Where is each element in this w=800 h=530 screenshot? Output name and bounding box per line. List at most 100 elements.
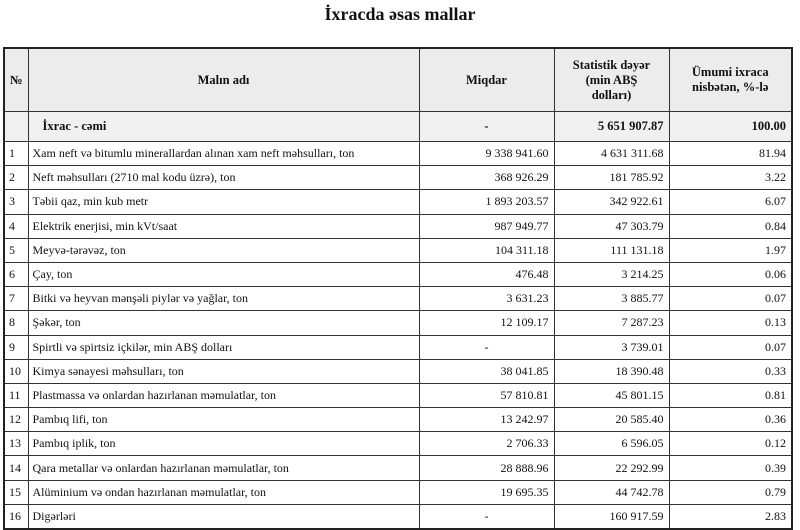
page-title: İxracda əsas mallar [324, 4, 476, 24]
table-row: 14 Qara metallar və onlardan hazırlanan m… [3, 455, 793, 481]
header-share: Ümumi ixraca nisbətən, %-lə [668, 47, 793, 112]
row-name: Pambıq iplik, ton [27, 431, 420, 457]
row-quantity: 13 242.97 [418, 407, 555, 433]
row-no: 14 [3, 455, 29, 481]
table-row: 8 Şəkər, ton 12 109.17 7 287.23 0.13 [3, 310, 793, 336]
row-no: 3 [3, 189, 29, 215]
row-name: Qara metallar və onlardan hazırlanan məm… [27, 455, 420, 481]
table-row: 15 Alüminium və ondan hazırlanan məmulatl… [3, 479, 793, 505]
header-name: Malın adı [27, 47, 420, 112]
row-name: Xam neft və bitumlu minerallardan alınan… [27, 140, 420, 167]
row-no: 6 [3, 261, 29, 288]
header-no: № [3, 47, 29, 112]
row-quantity: 368 926.29 [418, 165, 555, 191]
total-value: 5 651 907.87 [553, 111, 670, 142]
row-value: 111 131.18 [553, 237, 670, 263]
row-value: 6 596.05 [553, 431, 670, 457]
row-value: 181 785.92 [553, 165, 670, 191]
row-name: Spirtli və spirtsiz içkilər, min ABŞ dol… [27, 334, 420, 360]
row-quantity: 2 706.33 [418, 431, 555, 457]
export-table: № Malın adı Miqdar Statistik dəyər (min … [3, 47, 793, 530]
row-name: Meyvə-tərəvəz, ton [27, 237, 420, 263]
row-quantity: 57 810.81 [418, 382, 555, 409]
row-quantity: 19 695.35 [418, 479, 555, 505]
row-quantity: 476.48 [418, 261, 555, 288]
row-share: 0.84 [668, 213, 793, 239]
table-row: 4 Elektrik enerjisi, min kVt/saat 987 949.… [3, 213, 793, 239]
row-share: 0.81 [668, 382, 793, 409]
row-value: 22 292.99 [553, 455, 670, 481]
row-quantity: 38 041.85 [418, 358, 555, 384]
row-value: 20 585.40 [553, 407, 670, 433]
row-share: 2.83 [668, 503, 793, 530]
table-row: 1 Xam neft və bitumlu minerallardan alına… [3, 140, 793, 167]
table-row: 13 Pambıq iplik, ton 2 706.33 6 596.05 0.12 [3, 431, 793, 457]
row-value: 342 922.61 [553, 189, 670, 215]
row-value: 4 631 311.68 [553, 140, 670, 167]
header-value: Statistik dəyər (min ABŞ dolları) [553, 47, 670, 112]
row-value: 3 214.25 [553, 261, 670, 288]
row-no: 5 [3, 237, 29, 263]
row-name: Çay, ton [27, 261, 420, 288]
row-value: 7 287.23 [553, 310, 670, 336]
row-share: 81.94 [668, 140, 793, 167]
row-no: 9 [3, 334, 29, 360]
row-value: 47 303.79 [553, 213, 670, 239]
row-no: 10 [3, 358, 29, 384]
row-no: 8 [3, 310, 29, 336]
row-quantity: 28 888.96 [418, 455, 555, 481]
row-quantity: - [418, 503, 555, 530]
total-share: 100.00 [668, 111, 793, 142]
row-quantity: 104 311.18 [418, 237, 555, 263]
row-name: Pambıq lifi, ton [27, 407, 420, 433]
row-no: 12 [3, 407, 29, 433]
row-share: 1.97 [668, 237, 793, 263]
row-name: Plastmassa və onlardan hazırlanan məmula… [27, 382, 420, 409]
table-row: 5 Meyvə-tərəvəz, ton 104 311.18 111 131.18 1… [3, 237, 793, 263]
row-share: 0.06 [668, 261, 793, 288]
header-value-text: Statistik dəyər (min ABŞ dolları) [572, 57, 651, 102]
row-share: 0.07 [668, 334, 793, 360]
row-no: 1 [3, 140, 29, 167]
table-row: 6 Çay, ton 476.48 3 214.25 0.06 [3, 261, 793, 288]
row-no: 16 [3, 503, 29, 530]
table-row: 3 Təbii qaz, min kub metr 1 893 203.57 342 … [3, 189, 793, 215]
table-row: 11 Plastmassa və onlardan hazırlanan məmu… [3, 382, 793, 409]
row-name: Alüminium və ondan hazırlanan məmulatlar… [27, 479, 420, 505]
row-share: 0.79 [668, 479, 793, 505]
row-name: Təbii qaz, min kub metr [27, 189, 420, 215]
row-quantity: 9 338 941.60 [418, 140, 555, 167]
table-row: 9 Spirtli və spirtsiz içkilər, min ABŞ do… [3, 334, 793, 360]
row-share: 0.39 [668, 455, 793, 481]
row-no: 13 [3, 431, 29, 457]
row-share: 0.07 [668, 286, 793, 312]
table-row: 12 Pambıq lifi, ton 13 242.97 20 585.40 0.36 [3, 407, 793, 433]
row-name: Neft məhsulları (2710 mal kodu üzrə), to… [27, 165, 420, 191]
table-row: 16 Digərləri -160 917.59 2.83 [3, 503, 793, 530]
row-quantity: 987 949.77 [418, 213, 555, 239]
row-quantity: - [418, 334, 555, 360]
row-value: 160 917.59 [553, 503, 670, 530]
row-share: 0.13 [668, 310, 793, 336]
row-no: 11 [3, 382, 29, 409]
row-name: Kimya sənayesi məhsulları, ton [27, 358, 420, 384]
header-row: № Malın adı Miqdar Statistik dəyər (min … [3, 47, 793, 112]
row-name: Bitki və heyvan mənşəli piylər və yağlar… [27, 286, 420, 312]
header-quantity: Miqdar [418, 47, 555, 112]
row-value: 45 801.15 [553, 382, 670, 409]
total-quantity: - [418, 111, 555, 142]
row-share: 0.33 [668, 358, 793, 384]
row-value: 3 739.01 [553, 334, 670, 360]
row-value: 3 885.77 [553, 286, 670, 312]
row-no: 2 [3, 165, 29, 191]
total-row: İxrac - cəmi - 5 651 907.87 100.00 [3, 111, 793, 142]
row-value: 18 390.48 [553, 358, 670, 384]
total-no [3, 111, 29, 142]
row-share: 0.12 [668, 431, 793, 457]
row-share: 0.36 [668, 407, 793, 433]
header-share-text: Ümumi ixraca nisbətən, %-lə [691, 65, 769, 94]
row-no: 4 [3, 213, 29, 239]
row-name: Digərləri [27, 503, 420, 530]
row-name: Elektrik enerjisi, min kVt/saat [27, 213, 420, 239]
row-no: 15 [3, 479, 29, 505]
